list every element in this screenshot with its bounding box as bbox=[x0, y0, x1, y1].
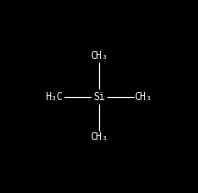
Text: Si: Si bbox=[93, 91, 105, 102]
Text: CH₃: CH₃ bbox=[135, 91, 152, 102]
Text: CH₃: CH₃ bbox=[90, 51, 108, 61]
Text: H₃C: H₃C bbox=[46, 91, 63, 102]
Text: CH₃: CH₃ bbox=[90, 132, 108, 142]
